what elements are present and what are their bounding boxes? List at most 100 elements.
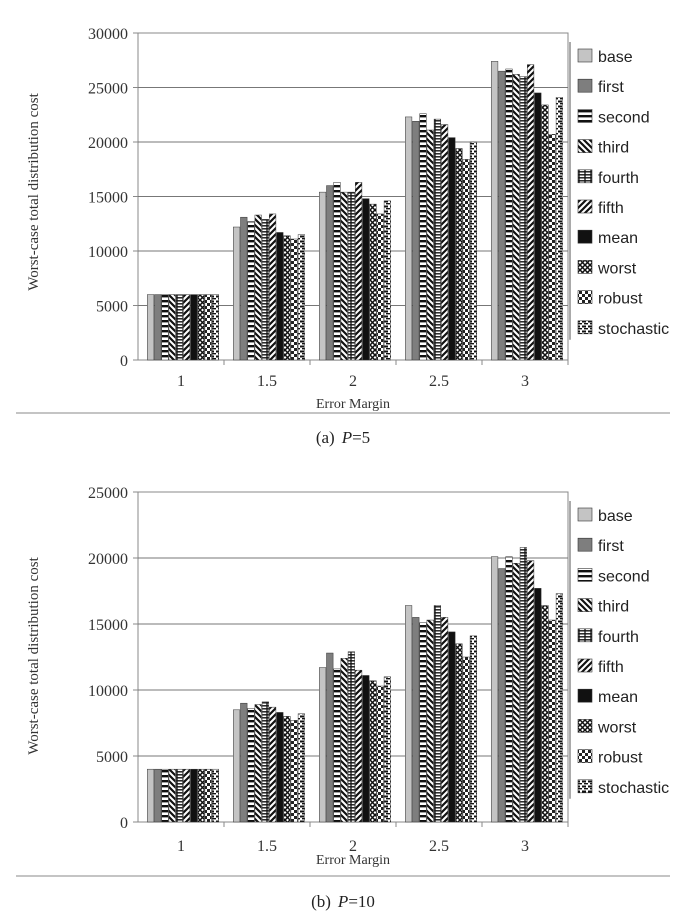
legend-label-fourth: fourth — [598, 170, 639, 187]
legend-swatch-worst — [577, 260, 593, 274]
bar-first-3 — [498, 70, 506, 361]
bar-mean-2-5 — [448, 631, 456, 823]
legend-label-stochastic: stochastic — [598, 780, 669, 797]
legend-label-third: third — [598, 140, 629, 157]
bar-third-2-5 — [426, 129, 434, 361]
x-axis-label: Error Margin — [316, 397, 390, 412]
bar-mean-1 — [190, 768, 198, 823]
legend-label-mean: mean — [598, 689, 638, 706]
bar-third-2 — [340, 658, 348, 823]
bar-fifth-1 — [183, 768, 191, 823]
caption-variable: P — [341, 428, 352, 447]
bar-fourth-2 — [347, 651, 355, 823]
bar-fifth-2 — [355, 669, 363, 823]
y-tick-label-10000: 10000 — [88, 683, 128, 700]
legend-label-fourth: fourth — [598, 629, 639, 646]
y-tick-label-15000: 15000 — [88, 617, 128, 634]
chart-panel-b: Worst-case total distribution cost Error… — [16, 485, 670, 911]
bar-worst-1-5 — [283, 716, 291, 823]
legend-swatch-stochastic — [577, 779, 593, 794]
legend-swatch-third — [577, 139, 593, 153]
y-tick-label-5000: 5000 — [96, 749, 128, 766]
x-tick-label-3: 3 — [521, 373, 529, 390]
bar-stochastic-1-5 — [297, 234, 305, 361]
bar-stochastic-3 — [555, 593, 563, 823]
bar-robust-2 — [376, 685, 384, 823]
bar-base-1-5 — [233, 226, 241, 361]
caption: (b) P=10 — [311, 892, 375, 911]
bar-fifth-1-5 — [269, 213, 277, 361]
y-tick-label-20000: 20000 — [88, 551, 128, 568]
legend-label-robust: robust — [598, 750, 643, 767]
legend-swatch-stochastic — [577, 320, 593, 335]
bar-third-3 — [512, 563, 520, 823]
legend-swatch-fourth — [577, 628, 593, 643]
y-axis-label: Worst-case total distribution cost — [26, 556, 42, 754]
bar-fourth-2-5 — [433, 605, 441, 823]
bar-fourth-1-5 — [261, 219, 269, 361]
y-tick-label-15000: 15000 — [88, 190, 128, 207]
legend-swatch-mean — [577, 688, 593, 703]
y-tick-label-25000: 25000 — [88, 485, 128, 502]
bar-second-2 — [333, 668, 341, 823]
x-axis-label: Error Margin — [316, 853, 390, 868]
x-tick-label-2: 2 — [349, 373, 357, 390]
bar-stochastic-1-5 — [297, 713, 305, 823]
bar-robust-1 — [204, 294, 212, 361]
y-tick-label-0: 0 — [120, 353, 128, 370]
bar-base-2-5 — [405, 605, 413, 823]
bar-second-1 — [161, 768, 169, 823]
bar-stochastic-3 — [555, 97, 563, 361]
legend-swatch-second — [577, 109, 593, 123]
bar-third-2 — [340, 191, 348, 361]
bar-mean-1 — [190, 294, 198, 361]
bar-second-1-5 — [247, 221, 255, 361]
bar-worst-3 — [541, 605, 549, 823]
bar-mean-3 — [534, 588, 542, 823]
legend-label-base: base — [598, 508, 633, 525]
bar-robust-2-5 — [462, 159, 470, 361]
bar-third-1-5 — [254, 214, 262, 361]
caption-prefix: (b) — [311, 892, 331, 911]
legend-label-base: base — [598, 49, 633, 66]
bar-third-1 — [168, 768, 176, 823]
bar-second-3 — [505, 68, 513, 361]
legend-swatch-worst — [577, 719, 593, 733]
caption-prefix: (a) — [316, 428, 335, 447]
bar-base-1 — [147, 294, 155, 361]
bar-mean-2 — [362, 675, 370, 823]
bar-worst-2 — [369, 680, 377, 823]
legend-label-third: third — [598, 599, 629, 616]
legend-swatch-fourth — [577, 169, 593, 184]
bar-fourth-3 — [519, 547, 527, 823]
x-tick-label-1-5: 1.5 — [257, 373, 277, 390]
bar-fourth-1-5 — [261, 701, 269, 823]
bar-fourth-2 — [347, 191, 355, 361]
legend-label-stochastic: stochastic — [598, 321, 669, 338]
bar-third-1-5 — [254, 704, 262, 823]
legend-swatch-first — [577, 78, 593, 93]
legend-label-mean: mean — [598, 230, 638, 247]
bar-stochastic-1 — [211, 294, 219, 361]
x-tick-label-3: 3 — [521, 838, 529, 855]
x-tick-label-1-5: 1.5 — [257, 838, 277, 855]
bar-second-2-5 — [419, 113, 427, 361]
legend-label-worst: worst — [597, 260, 637, 277]
legend-swatch-fifth — [577, 658, 593, 673]
bar-mean-2-5 — [448, 137, 456, 361]
bar-stochastic-2-5 — [469, 635, 477, 823]
bar-fifth-1 — [183, 294, 191, 361]
bar-base-2-5 — [405, 116, 413, 361]
legend-swatch-base — [577, 507, 593, 522]
y-tick-label-0: 0 — [120, 815, 128, 832]
y-tick-label-30000: 30000 — [88, 26, 128, 43]
y-tick-label-5000: 5000 — [96, 299, 128, 316]
bar-fifth-3 — [527, 64, 535, 361]
bar-mean-3 — [534, 92, 542, 361]
bar-first-2-5 — [412, 617, 420, 823]
bar-second-3 — [505, 556, 513, 823]
bar-robust-1-5 — [290, 720, 298, 823]
bar-base-1-5 — [233, 709, 241, 823]
x-tick-label-2-5: 2.5 — [429, 838, 449, 855]
